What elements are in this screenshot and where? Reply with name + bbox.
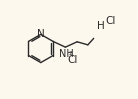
Text: H: H [97, 21, 105, 31]
Text: $_2$: $_2$ [68, 49, 73, 58]
Text: Cl: Cl [67, 55, 78, 65]
Text: NH: NH [59, 49, 73, 59]
Text: Cl: Cl [105, 16, 116, 26]
Text: N: N [37, 29, 45, 39]
